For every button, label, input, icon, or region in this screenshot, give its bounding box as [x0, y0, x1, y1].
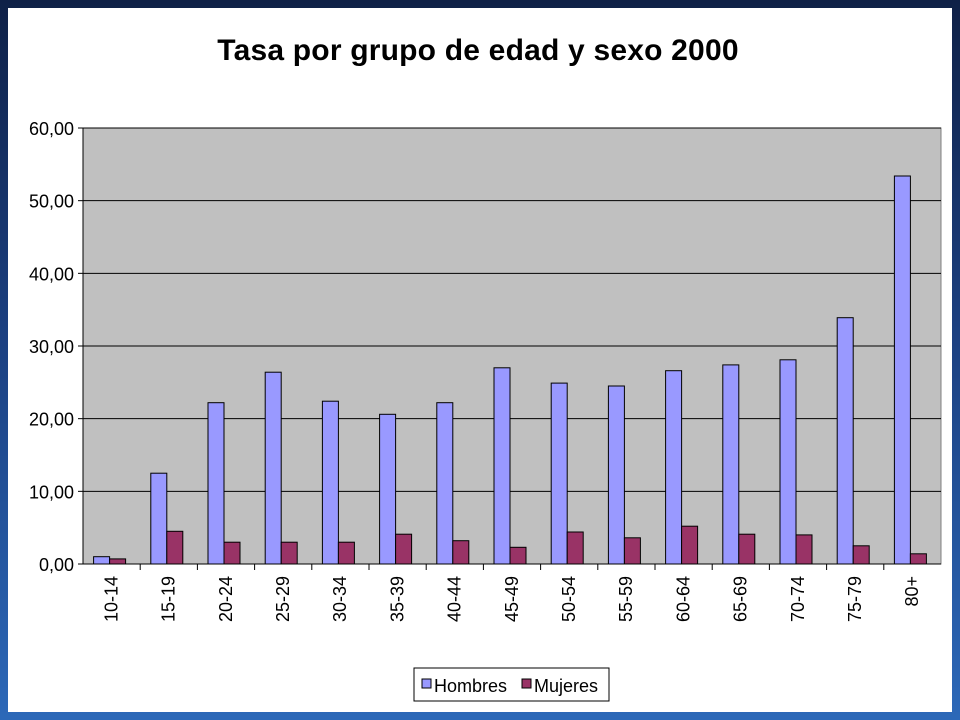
x-tick-label: 55-59: [616, 576, 636, 622]
x-tick-label: 15-19: [159, 576, 179, 622]
bar-hombres-50-54: [550, 382, 568, 565]
bar-mujeres-20-24: [223, 541, 241, 565]
bar-hombres-70-74: [779, 359, 797, 565]
x-tick-label: 45-49: [502, 576, 522, 622]
bar-mujeres-80+: [909, 553, 927, 565]
grid-layer: [83, 127, 941, 492]
legend-label-hombres: Hombres: [434, 676, 507, 696]
bar-hombres-30-34: [321, 400, 339, 565]
bar-hombres-55-59: [607, 385, 625, 565]
x-tick-label: 30-34: [330, 576, 350, 622]
x-tick-label: 50-54: [559, 576, 579, 622]
y-tick-label: 0,00: [39, 555, 74, 575]
x-tick-labels: 10-14 15-19 20-24 25-29 30-34 35-39 40-44 45-49…: [101, 576, 922, 622]
bar-hombres-75-79: [836, 317, 854, 565]
x-tick-label: 75-79: [845, 576, 865, 622]
bar-hombres-40-44: [436, 402, 454, 565]
axis-layer: [78, 127, 941, 570]
bar-mujeres-15-19: [166, 530, 184, 565]
bar-hombres-15-19: [150, 472, 168, 565]
y-tick-label: 20,00: [29, 410, 74, 430]
bar-hombres-80+: [893, 175, 911, 565]
y-tick-label: 30,00: [29, 337, 74, 357]
x-tick-label: 20-24: [216, 576, 236, 622]
bars-layer: [93, 175, 927, 565]
bar-mujeres-35-39: [395, 533, 413, 565]
bar-hombres-60-64: [665, 370, 683, 565]
chart: Tasa por grupo de edad y sexo 2000 0,00 1…: [29, 34, 942, 702]
legend-swatch-hombres: [421, 678, 432, 689]
x-tick-label: 40-44: [445, 576, 465, 622]
bar-hombres-35-39: [379, 413, 397, 565]
bar-hombres-20-24: [207, 402, 225, 565]
bar-mujeres-55-59: [623, 537, 641, 565]
y-tick-labels: 0,00 10,00 20,00 30,00 40,00 50,00 60,00: [29, 119, 74, 575]
bar-hombres-45-49: [493, 367, 511, 565]
bar-mujeres-10-14: [109, 558, 127, 565]
bar-mujeres-60-64: [681, 525, 699, 565]
y-tick-label: 60,00: [29, 119, 74, 139]
x-tick-label: 35-39: [387, 576, 407, 622]
x-tick-label: 10-14: [101, 576, 121, 622]
bar-mujeres-30-34: [337, 541, 355, 565]
y-tick-label: 50,00: [29, 192, 74, 212]
bar-mujeres-50-54: [566, 531, 584, 565]
chart-title: Tasa por grupo de edad y sexo 2000: [217, 34, 738, 67]
bar-mujeres-65-69: [738, 533, 756, 565]
y-tick-label: 40,00: [29, 264, 74, 284]
bar-hombres-10-14: [93, 556, 111, 565]
bar-mujeres-70-74: [795, 534, 813, 565]
bar-mujeres-45-49: [509, 546, 527, 565]
legend-swatch-mujeres: [521, 678, 532, 689]
bar-mujeres-75-79: [852, 545, 870, 565]
legend-box: [413, 667, 610, 702]
slide-frame: Tasa por grupo de edad y sexo 2000 0,00 1…: [8, 8, 952, 712]
bar-hombres-25-29: [264, 371, 282, 565]
bar-mujeres-40-44: [452, 540, 470, 565]
legend-label-mujeres: Mujeres: [534, 676, 598, 696]
bar-hombres-65-69: [722, 364, 740, 565]
x-tick-label: 70-74: [788, 576, 808, 622]
y-tick-label: 10,00: [29, 482, 74, 502]
legend: Hombres Mujeres: [413, 667, 610, 702]
x-tick-label: 60-64: [673, 576, 693, 622]
bar-mujeres-25-29: [280, 541, 298, 565]
x-tick-label: 25-29: [273, 576, 293, 622]
x-tick-label: 80+: [902, 576, 922, 607]
x-tick-label: 65-69: [731, 576, 751, 622]
